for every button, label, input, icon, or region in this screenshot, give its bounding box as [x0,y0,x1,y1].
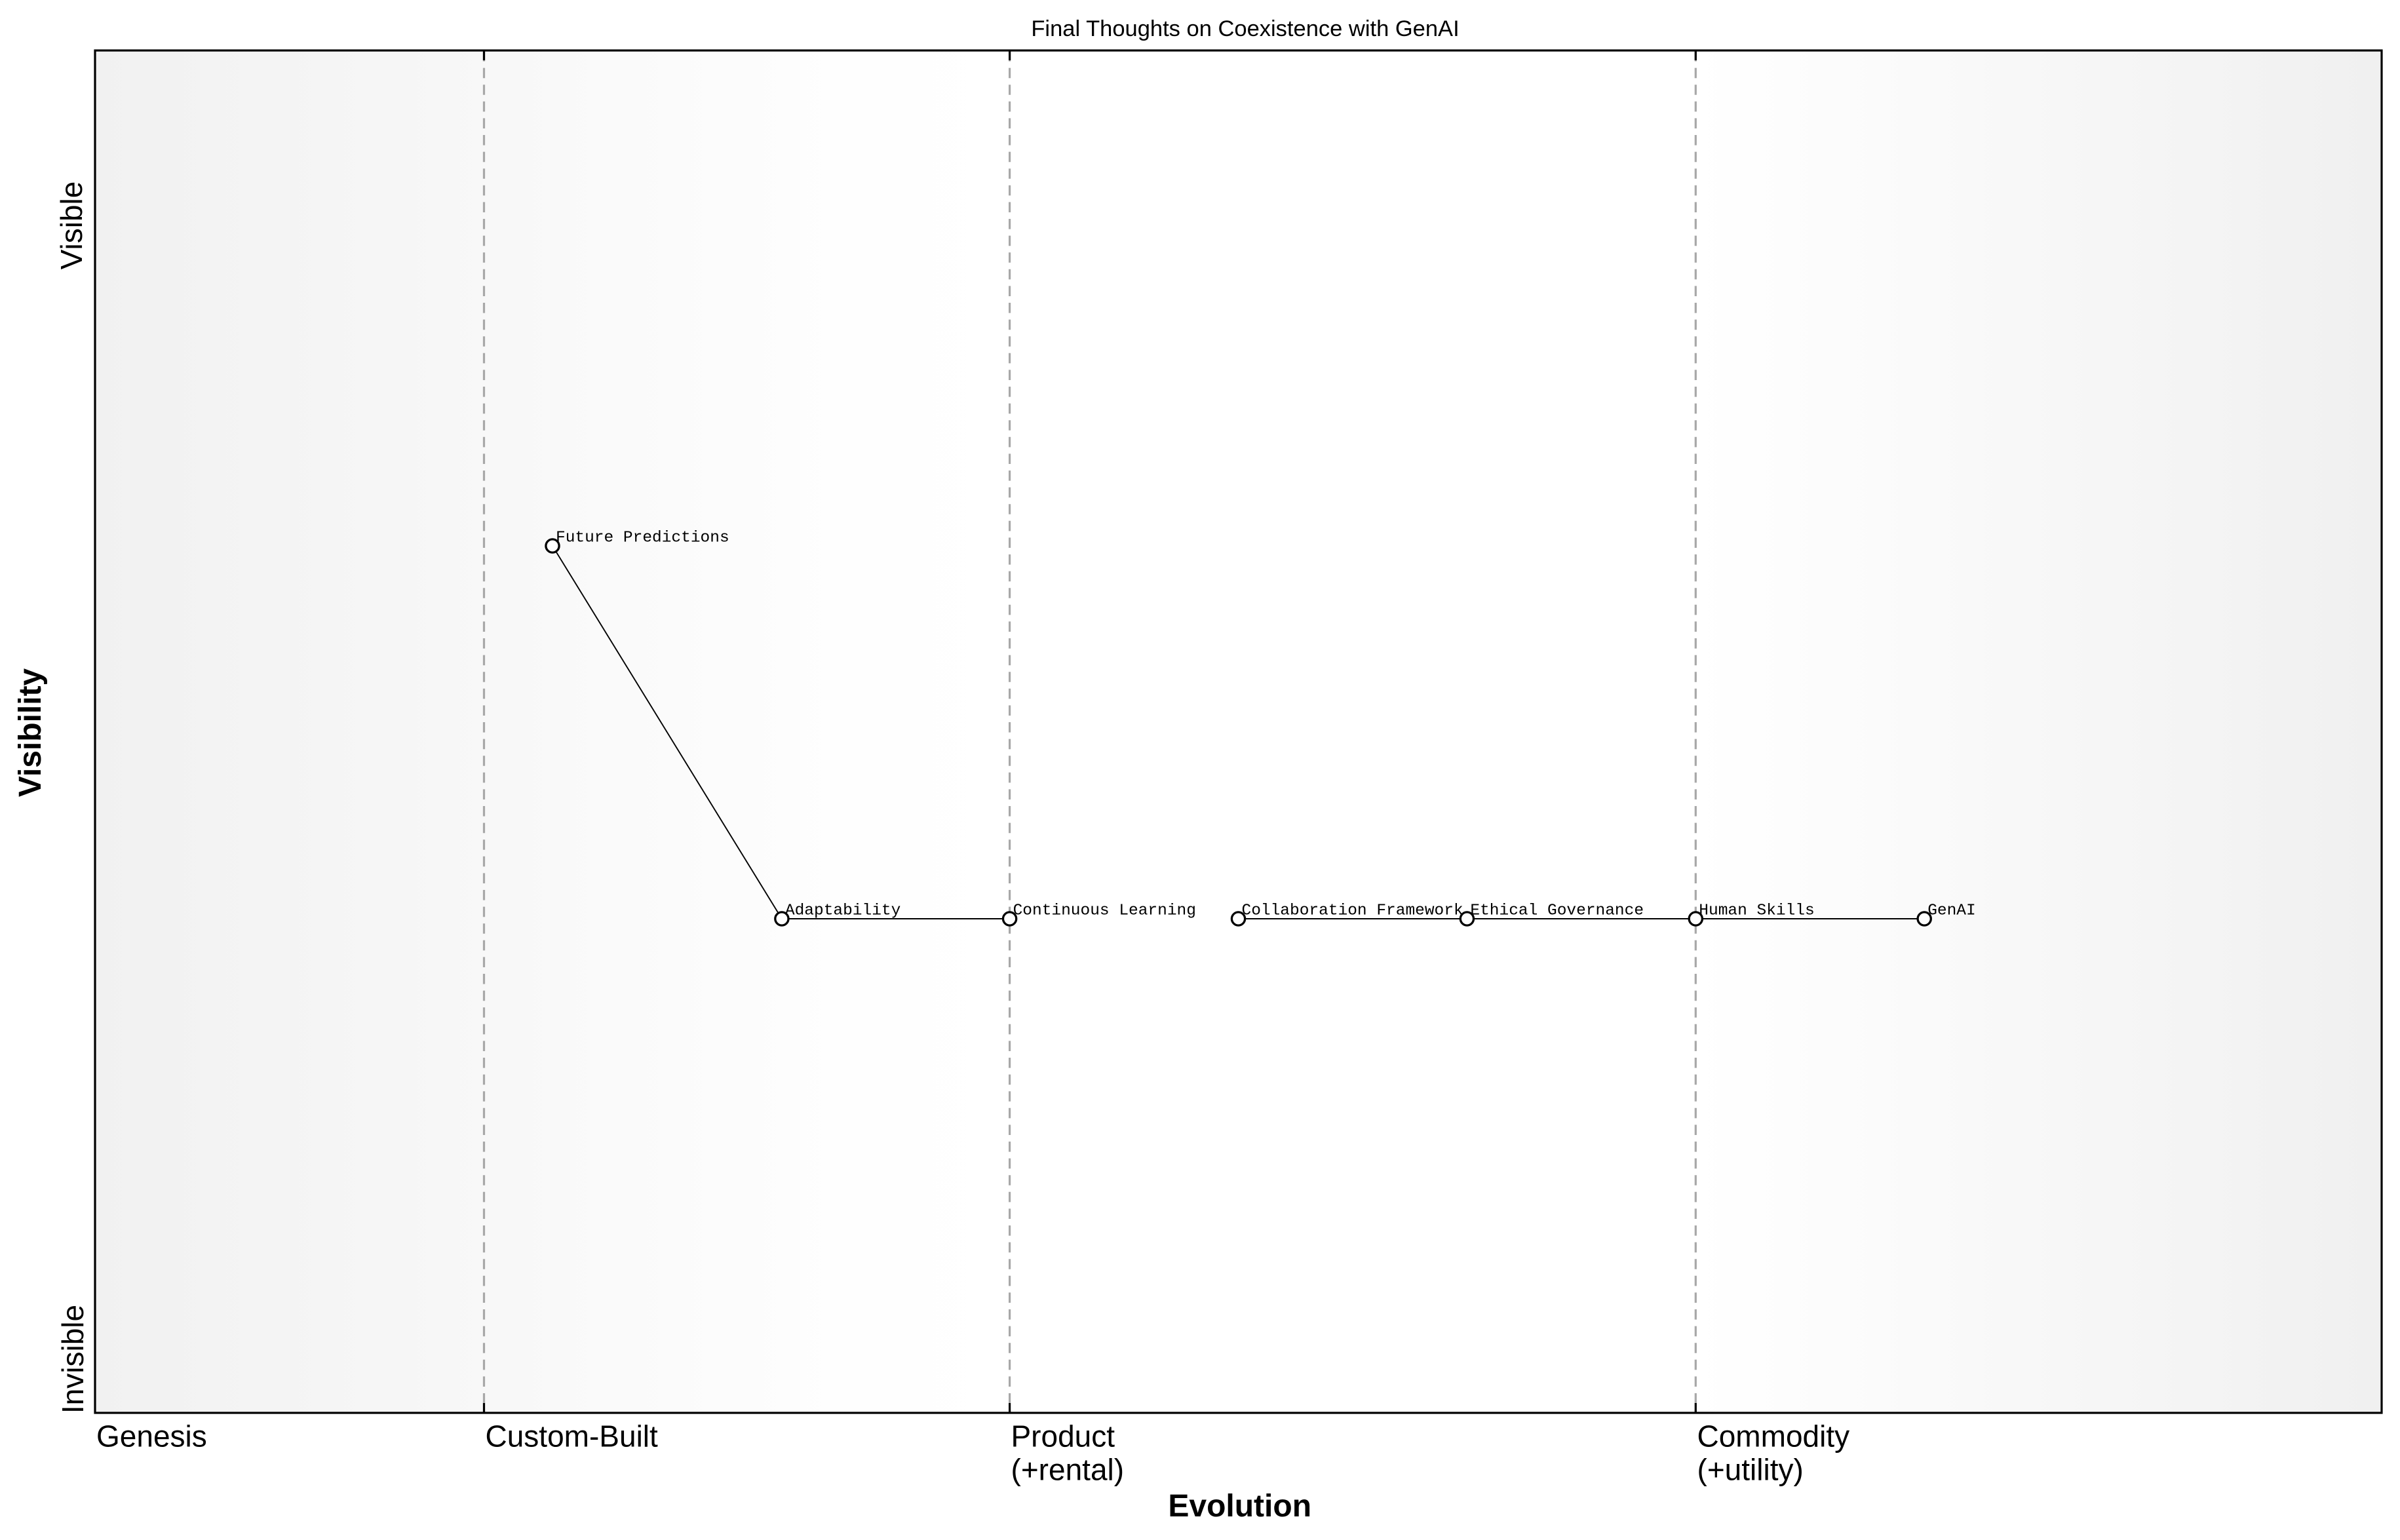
svg-text:Adaptability: Adaptability [785,902,900,920]
svg-text:Visible: Visible [54,182,88,270]
svg-text:(+rental): (+rental) [1011,1453,1125,1487]
svg-text:Product: Product [1011,1419,1115,1453]
svg-text:Invisible: Invisible [56,1305,90,1414]
svg-text:(+utility): (+utility) [1697,1453,1804,1487]
svg-text:Continuous Learning: Continuous Learning [1013,902,1196,920]
svg-text:Evolution: Evolution [1168,1489,1311,1524]
svg-text:Ethical Governance: Ethical Governance [1470,902,1644,920]
svg-text:Future Predictions: Future Predictions [556,529,729,547]
svg-text:Visibility: Visibility [13,668,48,797]
svg-text:GenAI: GenAI [1927,902,1976,920]
svg-text:Custom-Built: Custom-Built [486,1419,659,1453]
svg-text:Collaboration Framework: Collaboration Framework [1242,902,1463,920]
svg-text:Commodity: Commodity [1697,1419,1850,1453]
svg-text:Final Thoughts on Coexistence: Final Thoughts on Coexistence with GenAI [1031,16,1459,41]
svg-text:Human Skills: Human Skills [1699,902,1814,920]
svg-text:Genesis: Genesis [96,1419,207,1453]
